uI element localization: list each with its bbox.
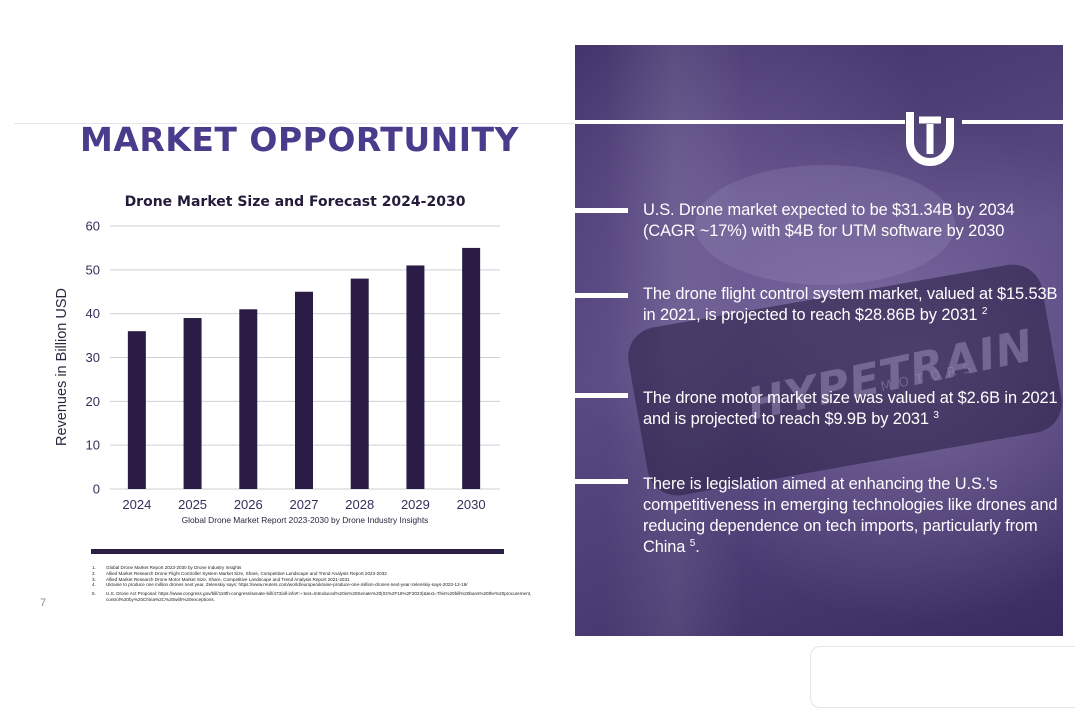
x-tick-label: 2030 — [457, 497, 486, 512]
footnote-number: 5. — [92, 591, 96, 597]
footnote-number: 4. — [92, 582, 96, 588]
bar-2026 — [239, 309, 258, 489]
x-tick-label: 2026 — [234, 497, 263, 512]
bullet-2-footnote-ref: 2 — [981, 306, 988, 317]
bullet-4-text: There is legislation aimed at enhancing … — [643, 475, 1058, 556]
bullet-1-text: U.S. Drone market expected to be $31.34B… — [643, 201, 1015, 240]
y-tick-label: 30 — [86, 350, 100, 365]
bar-2028 — [350, 278, 369, 489]
bar-2027 — [295, 291, 313, 489]
bullet-3-footnote-ref: 3 — [933, 410, 939, 421]
bullet-4: There is legislation aimed at enhancing … — [643, 474, 1063, 558]
bar-2024 — [127, 331, 146, 489]
company-logo-icon — [906, 112, 954, 166]
footnote-text: Global Drone Market Report 2023-2030 by … — [106, 565, 242, 570]
logo-rule-right — [962, 120, 1063, 124]
bullet-2-text: The drone flight control system market, … — [643, 285, 1058, 324]
chart-source-note: Global Drone Market Report 2023-2030 by … — [182, 515, 429, 525]
y-tick-label: 40 — [86, 306, 100, 321]
footnote-item: 2. Allied Market Research Drone Flight Co… — [92, 571, 532, 577]
bullet-marker-1 — [575, 208, 628, 213]
footnote-item: 1. Global Drone Market Report 2023-2030 b… — [92, 565, 532, 571]
footnotes-list: 1. Global Drone Market Report 2023-2030 b… — [92, 565, 532, 603]
y-axis-label: Revenues in Billion USD — [54, 288, 70, 446]
bullet-marker-3 — [575, 393, 628, 398]
y-tick-label: 0 — [93, 482, 100, 497]
chart-grid — [110, 225, 500, 490]
x-tick-label: 2025 — [178, 497, 207, 512]
footnote-text: U.S. Drone Act Proposal: https://www.con… — [106, 591, 532, 602]
panel-background-shape — [695, 165, 955, 285]
y-tick-labels: 0 10 20 30 40 50 60 — [86, 219, 100, 497]
logo-rule-left — [575, 120, 905, 124]
top-divider — [14, 123, 575, 124]
chart-title: Drone Market Size and Forecast 2024-2030 — [125, 194, 466, 210]
bullet-1: U.S. Drone market expected to be $31.34B… — [643, 200, 1063, 242]
footnote-text: Ukraine to produce one million drones ne… — [106, 582, 468, 588]
corner-card — [810, 646, 1075, 708]
bar-2029 — [406, 265, 425, 489]
page-number: 7 — [40, 597, 47, 609]
footnote-item: 5. U.S. Drone Act Proposal: https://www.c… — [92, 591, 532, 603]
bullet-2: The drone flight control system market, … — [643, 284, 1063, 326]
bar-2025 — [183, 318, 202, 489]
x-tick-label: 2028 — [345, 497, 374, 512]
y-tick-label: 10 — [86, 438, 100, 453]
bullet-4-footnote-ref: 5 — [689, 538, 696, 549]
x-tick-label: 2029 — [401, 497, 430, 512]
y-tick-label: 50 — [86, 262, 100, 277]
x-tick-label: 2024 — [122, 497, 151, 512]
info-panel: HYPETRAIN MOTORS — [575, 45, 1063, 636]
bullet-marker-4 — [575, 479, 628, 484]
footnote-text: Allied Market Research Drone Flight Cont… — [106, 570, 387, 576]
bar-2030 — [462, 247, 481, 489]
bullet-3-text: The drone motor market size was valued a… — [643, 389, 1058, 428]
y-tick-label: 60 — [86, 219, 100, 234]
x-tick-label: 2027 — [290, 497, 319, 512]
bar-chart: Drone Market Size and Forecast 2024-2030… — [54, 194, 500, 525]
footnote-number: 2. — [92, 570, 96, 576]
bullet-4-suffix: . — [695, 538, 700, 556]
bullet-3: The drone motor market size was valued a… — [643, 388, 1063, 430]
footnote-item: 3. Allied Market Research Drone Motor Mar… — [92, 577, 532, 583]
page-title: MARKET OPPORTUNITY — [80, 120, 519, 159]
chart-bars — [127, 247, 481, 489]
footnote-text: Allied Market Research Drone Motor Marke… — [106, 576, 350, 582]
footnote-number: 3. — [92, 576, 96, 582]
x-tick-labels: 2024 2025 2026 2027 2028 2029 2030 — [122, 497, 485, 512]
y-tick-label: 20 — [86, 394, 100, 409]
footnote-item: 4. Ukraine to produce one million drones … — [92, 582, 532, 588]
footnote-divider — [91, 549, 504, 554]
bullet-marker-2 — [575, 293, 628, 298]
footnote-number: 1. — [92, 565, 96, 570]
